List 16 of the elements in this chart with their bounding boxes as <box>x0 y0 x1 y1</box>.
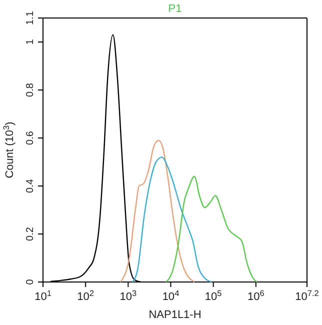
y-tick-label: 0.2 <box>25 226 36 241</box>
y-tick-label: 0.8 <box>25 82 36 97</box>
x-tick-label: 10$^{2}$ <box>77 288 94 303</box>
y-tick-label: 0.6 <box>25 130 36 145</box>
x-tick-label: 10$^{4}$ <box>162 288 180 303</box>
y-tick-label: 0.4 <box>25 178 36 193</box>
x-axis-title: NAP1L1-H <box>148 309 202 321</box>
x-tick-label: 10$^{1}$ <box>34 288 52 303</box>
x-tick-label: 10$^{5}$ <box>204 288 222 303</box>
y-tick-label: 0 <box>25 278 36 285</box>
y-tick-label: 1 <box>25 38 36 45</box>
x-tick-label: 10$^{7.2}$ <box>295 288 320 303</box>
x-tick-label: 10$^{6}$ <box>247 288 265 303</box>
chart-title: P1 <box>168 3 182 15</box>
x-tick-label: 10$^{3}$ <box>120 288 137 303</box>
y-tick-label: 1.1 <box>25 10 36 25</box>
